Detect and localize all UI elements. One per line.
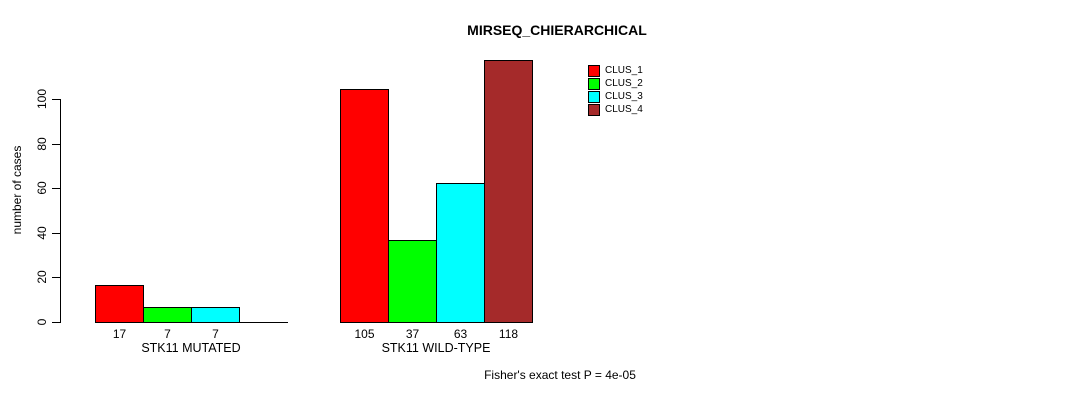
y-tick-label: 80 (35, 137, 49, 151)
legend-swatch-icon (588, 90, 600, 103)
bar-value-label: 7 (212, 327, 219, 341)
legend-item-clus_3: CLUS_3 (588, 90, 643, 103)
bar-clus_1-stk11-mutated (95, 285, 144, 323)
statistical-test-annotation: Fisher's exact test P = 4e-05 (484, 368, 636, 382)
y-axis-line (60, 99, 61, 323)
group-label: STK11 WILD-TYPE (381, 341, 491, 355)
legend-label: CLUS_4 (605, 104, 643, 115)
bar-value-label: 63 (453, 327, 468, 341)
legend: CLUS_1 CLUS_2 CLUS_3 CLUS_4 (588, 64, 643, 116)
y-tick-label: 100 (35, 88, 49, 110)
bar-value-label: 37 (405, 327, 420, 341)
y-axis-tick (52, 233, 60, 234)
y-axis-tick (52, 322, 60, 323)
y-axis-label: number of cases (10, 145, 24, 235)
bar-clus_3-stk11-wild-type (436, 183, 485, 323)
legend-swatch-icon (588, 77, 600, 90)
chart-title: MIRSEQ_CHIERARCHICAL (467, 22, 647, 38)
bar-value-label: 7 (164, 327, 171, 341)
bar-value-label: 17 (112, 327, 127, 341)
legend-swatch-icon (588, 103, 600, 116)
bar-clus_1-stk11-wild-type (340, 89, 389, 323)
y-axis-tick (52, 277, 60, 278)
legend-item-clus_1: CLUS_1 (588, 64, 643, 77)
bar-clus_4-stk11-wild-type (484, 60, 533, 323)
group-label: STK11 MUTATED (141, 341, 241, 355)
y-tick-label: 20 (35, 270, 49, 284)
y-axis-tick (52, 144, 60, 145)
y-tick-label: 40 (35, 226, 49, 240)
bar-clus_2-stk11-wild-type (388, 240, 437, 323)
bar-clus_3-stk11-mutated (191, 307, 240, 323)
legend-item-clus_4: CLUS_4 (588, 103, 643, 116)
legend-label: CLUS_1 (605, 65, 643, 76)
y-tick-label: 60 (35, 181, 49, 195)
y-axis-tick (52, 99, 60, 100)
bar-value-label: 105 (354, 327, 375, 341)
y-tick-label: 0 (35, 318, 49, 326)
legend-label: CLUS_2 (605, 78, 643, 89)
legend-item-clus_2: CLUS_2 (588, 77, 643, 90)
y-axis-tick (52, 188, 60, 189)
legend-swatch-icon (588, 64, 600, 77)
bar-value-label: 118 (498, 327, 519, 341)
legend-label: CLUS_3 (605, 91, 643, 102)
bar-clus_2-stk11-mutated (143, 307, 192, 323)
